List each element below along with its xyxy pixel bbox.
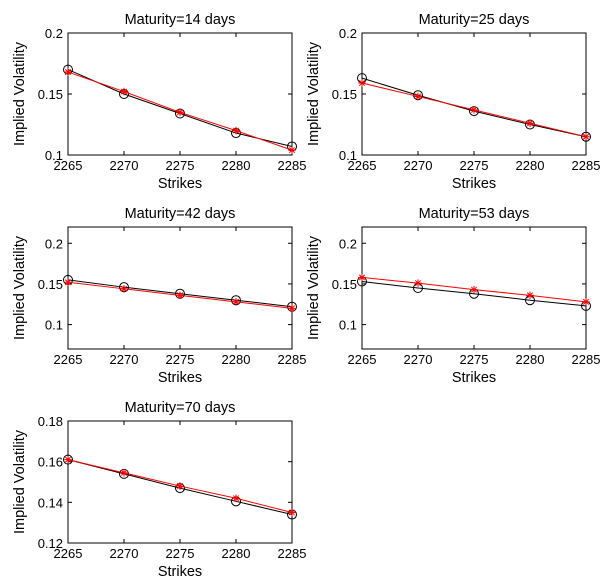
data-point-star [414, 279, 422, 287]
subplot-title: Maturity=42 days [125, 206, 236, 222]
y-axis-label: Implied Volatility [12, 235, 28, 340]
data-point-star [176, 291, 184, 300]
data-point-star [358, 273, 366, 282]
plot-area [361, 32, 587, 156]
plot-area [67, 420, 293, 544]
plot-area [67, 226, 293, 350]
data-point-star [414, 92, 422, 101]
x-axis-label: Strikes [452, 176, 496, 192]
x-tick-label: 2280 [222, 158, 251, 173]
subplot-2: Maturity=25 days 2265 2270 2275 2280 2285 0.1 0… [306, 12, 600, 192]
y-axis-label: Implied Volatility [12, 429, 28, 534]
data-point-star [232, 126, 240, 135]
data-point-star [120, 87, 128, 96]
subplot-title: Maturity=14 days [125, 12, 236, 28]
data-point-star [582, 132, 590, 141]
series-line-circle [361, 280, 587, 307]
x-axis-label: Strikes [452, 370, 496, 386]
x-tick-label: 2270 [110, 546, 139, 561]
x-tick-label: 2280 [222, 546, 251, 561]
x-tick-label: 2275 [460, 352, 489, 367]
y-tick-label: 0.18 [38, 414, 63, 429]
y-tick-label: 0.2 [45, 26, 63, 41]
data-point-circle [63, 454, 73, 465]
x-tick-label: 2275 [166, 546, 195, 561]
x-tick-label: 2270 [404, 158, 433, 173]
data-point-star [470, 106, 478, 114]
y-tick-label: 0.1 [45, 148, 63, 163]
y-tick-label: 0.2 [339, 26, 357, 41]
data-point-star [470, 285, 478, 294]
subplot-4: Maturity=53 days 2265 2270 2275 2280 2285 0.1 0… [306, 206, 600, 386]
y-tick-label: 0.14 [38, 495, 63, 510]
x-tick-label: 2275 [166, 158, 195, 173]
x-axis-label: Strikes [158, 176, 202, 192]
x-tick-label: 2285 [278, 352, 307, 367]
y-tick-label: 0.12 [38, 536, 63, 551]
x-tick-label: 2265 [54, 158, 83, 173]
subplot-title: Maturity=70 days [125, 400, 236, 416]
x-axis-label: Strikes [158, 564, 202, 580]
y-tick-label: 0.15 [332, 277, 357, 292]
y-axis-label: Implied Volatility [306, 41, 322, 146]
y-tick-label: 0.15 [332, 87, 357, 102]
data-point-star [582, 298, 590, 306]
x-tick-label: 2280 [516, 352, 545, 367]
data-point-star [232, 298, 240, 306]
x-tick-label: 2270 [110, 158, 139, 173]
data-point-star [176, 482, 184, 490]
y-tick-label: 0.16 [38, 455, 63, 470]
data-point-star [64, 455, 72, 464]
y-tick-label: 0.1 [339, 318, 357, 333]
x-tick-label: 2285 [278, 158, 307, 173]
x-tick-label: 2275 [166, 352, 195, 367]
x-tick-label: 2265 [348, 158, 377, 173]
data-point-star [288, 146, 296, 154]
x-tick-label: 2270 [404, 352, 433, 367]
data-point-star [120, 285, 128, 293]
x-tick-label: 2285 [572, 352, 601, 367]
x-tick-label: 2285 [278, 546, 307, 561]
data-point-star [232, 494, 240, 503]
x-tick-label: 2285 [572, 158, 601, 173]
subplot-title: Maturity=25 days [419, 12, 530, 28]
subplot-1: Maturity=14 days 2265 2270 2275 2280 2285 0.1 0… [12, 12, 306, 192]
data-point-star [526, 291, 534, 300]
data-point-star [288, 508, 296, 517]
y-tick-label: 0.2 [45, 236, 63, 251]
data-point-circle [581, 131, 591, 142]
subplot-title: Maturity=53 days [419, 206, 530, 222]
plot-area [67, 32, 293, 156]
subplot-5: Maturity=70 days 2265 2270 2275 2280 2285 0.12… [12, 400, 306, 580]
data-point-star [176, 108, 184, 117]
x-tick-label: 2265 [54, 352, 83, 367]
x-tick-label: 2265 [54, 546, 83, 561]
y-axis-label: Implied Volatility [12, 41, 28, 146]
y-tick-label: 0.2 [339, 236, 357, 251]
data-point-star [288, 304, 296, 313]
data-point-star [120, 469, 128, 477]
y-tick-label: 0.1 [45, 318, 63, 333]
data-point-star [64, 278, 72, 287]
x-tick-label: 2275 [460, 158, 489, 173]
x-axis-label: Strikes [158, 370, 202, 386]
data-point-star [64, 68, 72, 76]
data-point-star [526, 119, 534, 128]
x-tick-label: 2280 [222, 352, 251, 367]
data-point-star [358, 79, 366, 87]
y-tick-label: 0.15 [38, 87, 63, 102]
y-tick-label: 0.1 [339, 148, 357, 163]
y-tick-label: 0.15 [38, 277, 63, 292]
y-axis-label: Implied Volatility [306, 235, 322, 340]
x-tick-label: 2280 [516, 158, 545, 173]
subplot-3: Maturity=42 days 2265 2270 2275 2280 2285 0.1 0… [12, 206, 306, 386]
x-tick-label: 2265 [348, 352, 377, 367]
x-tick-label: 2270 [110, 352, 139, 367]
